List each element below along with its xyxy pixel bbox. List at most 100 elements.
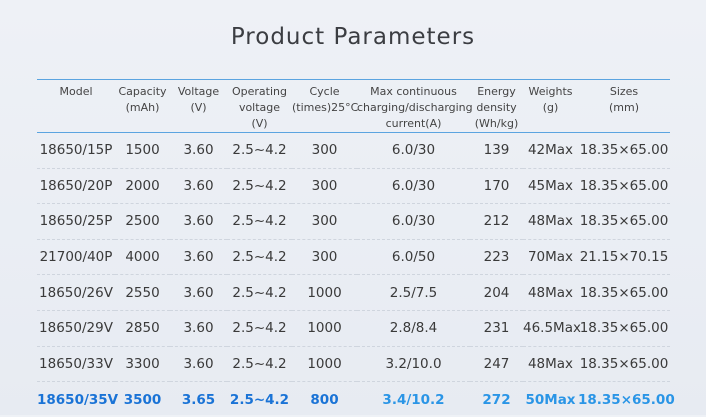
table-cell: 4000	[115, 239, 170, 276]
table-cell: 3.60	[170, 239, 227, 276]
table-cell: 42Max	[523, 132, 578, 169]
table-cell: 3.65	[181, 391, 216, 408]
table-cell: 2.5~4.2	[227, 168, 292, 205]
column-header-line: Voltage	[177, 85, 220, 98]
table-cell: 3.60	[170, 132, 227, 169]
table-cell: 2.5~4.2	[227, 346, 292, 383]
table-cell: 223	[470, 239, 523, 276]
table-cell: 2850	[115, 310, 170, 347]
table-cell: 231	[470, 310, 523, 347]
table-cell: 18.35×65.00	[578, 346, 670, 383]
table-row: 18650/33V 3300 3.60 2.5~4.2 1000 3.2/10.0 247 4…	[37, 346, 670, 383]
table-cell: 6.0/30	[357, 132, 470, 169]
column-header-line: Max continuous	[370, 85, 457, 98]
table-cell: 21.15×70.15	[578, 239, 670, 276]
column-header-line: (times)25°C	[292, 101, 359, 114]
table-cell: 2.5~4.2	[227, 132, 292, 169]
table-row: 18650/26V 2550 3.60 2.5~4.2 1000 2.5/7.5 204 48…	[37, 274, 670, 311]
table-cell: 46.5Max	[523, 310, 581, 347]
table-cell: 48Max	[523, 203, 578, 240]
table-cell: 3500	[123, 391, 162, 408]
column-header-line: voltage	[238, 101, 281, 114]
column-header: Operating voltage (V)	[227, 79, 292, 133]
table-cell: 300	[292, 168, 357, 205]
column-header-line: (V)	[190, 101, 207, 114]
column-header-line: (V)	[251, 117, 268, 130]
table-cell: 18650/25P	[37, 203, 115, 240]
table-cell: 139	[470, 132, 523, 169]
table-cell: 18.35×65.00	[578, 274, 670, 311]
table-cell: 6.0/50	[357, 239, 470, 276]
table-cell: 2.5~4.2	[227, 310, 292, 347]
table-row: 18650/20P 2000 3.60 2.5~4.2 300 6.0/30 170 45Ma…	[37, 168, 670, 205]
table-cell: 300	[292, 203, 357, 240]
table-header-row: Model Capacity (mAh) Voltage (V) Operating vol…	[37, 79, 670, 133]
table-cell: 6.0/30	[357, 203, 470, 240]
table-cell: 300	[292, 132, 357, 169]
table-cell: 170	[470, 168, 523, 205]
table-cell: 48Max	[523, 274, 578, 311]
column-header: Energy density (Wh/kg)	[470, 79, 523, 133]
column-header-line: (mm)	[608, 101, 639, 114]
page-title: Product Parameters	[230, 24, 476, 50]
table-cell: 18.35×65.00	[578, 132, 670, 169]
table-cell: 50Max	[525, 391, 576, 408]
column-header: Capacity (mAh)	[115, 79, 170, 133]
table-cell: 45Max	[523, 168, 578, 205]
table-cell: 2550	[115, 274, 170, 311]
table-cell: 2.5/7.5	[357, 274, 470, 311]
column-header-line: (mAh)	[125, 101, 160, 114]
table-cell: 70Max	[523, 239, 578, 276]
table-cell: 212	[470, 203, 523, 240]
table-cell: 3.2/10.0	[357, 346, 470, 383]
table-cell: 247	[470, 346, 523, 383]
table-cell: 300	[292, 239, 357, 276]
table-cell: 2.5~4.2	[229, 391, 290, 408]
table-row: 18650/35V 3500 3.65 2.5~4.2 800 3.4/10.2 272 50…	[37, 382, 675, 417]
table-cell: 2000	[115, 168, 170, 205]
table-cell: 1500	[115, 132, 170, 169]
column-header: Model	[37, 79, 115, 133]
product-parameters-table: Model Capacity (mAh) Voltage (V) Operating vol…	[37, 79, 675, 417]
table-cell: 2.5~4.2	[227, 239, 292, 276]
column-header-line: density	[476, 101, 517, 114]
table-row: 18650/15P 1500 3.60 2.5~4.2 300 6.0/30 139 42Ma…	[37, 132, 670, 169]
table-cell: 3300	[115, 346, 170, 383]
table-cell: 48Max	[523, 346, 578, 383]
table-cell: 2.5~4.2	[227, 203, 292, 240]
column-header-line: charging/discharging	[357, 101, 473, 114]
column-header: Sizes (mm)	[578, 79, 670, 133]
table-cell: 18650/15P	[37, 132, 115, 169]
table-cell: 3.60	[170, 168, 227, 205]
table-cell: 2500	[115, 203, 170, 240]
table-cell: 272	[482, 391, 511, 408]
table-cell: 3.60	[170, 274, 227, 311]
table-cell: 204	[470, 274, 523, 311]
table-cell: 18650/20P	[37, 168, 115, 205]
table-cell: 18650/26V	[37, 274, 115, 311]
table-cell: 18650/33V	[37, 346, 115, 383]
table-cell: 18.35×65.00	[578, 310, 670, 347]
table-cell: 1000	[292, 274, 357, 311]
table-cell: 1000	[292, 346, 357, 383]
column-header-line: Model	[59, 85, 93, 98]
column-header-line: Cycle	[309, 85, 340, 98]
table-cell: 18650/35V	[37, 391, 119, 408]
table-cell: 2.8/8.4	[357, 310, 470, 347]
table-cell: 18.35×65.00	[578, 391, 675, 408]
table-cell: 21700/40P	[37, 239, 115, 276]
column-header: Max continuous charging/discharging curren…	[357, 79, 473, 133]
column-header-line: current(A)	[385, 117, 442, 130]
column-header: Cycle (times)25°C	[292, 79, 359, 133]
column-header-line: Operating	[232, 85, 287, 98]
table-cell: 3.60	[170, 203, 227, 240]
table-cell: 18.35×65.00	[578, 168, 670, 205]
table-cell: 1000	[292, 310, 357, 347]
table-cell: 18.35×65.00	[578, 203, 670, 240]
table-cell: 800	[310, 391, 339, 408]
table-row: 18650/25P 2500 3.60 2.5~4.2 300 6.0/30 212 48Ma…	[37, 203, 670, 240]
table-cell: 18650/29V	[37, 310, 115, 347]
column-header-line: Weights	[528, 85, 573, 98]
column-header-line: Energy	[477, 85, 516, 98]
table-cell: 3.4/10.2	[382, 391, 445, 408]
